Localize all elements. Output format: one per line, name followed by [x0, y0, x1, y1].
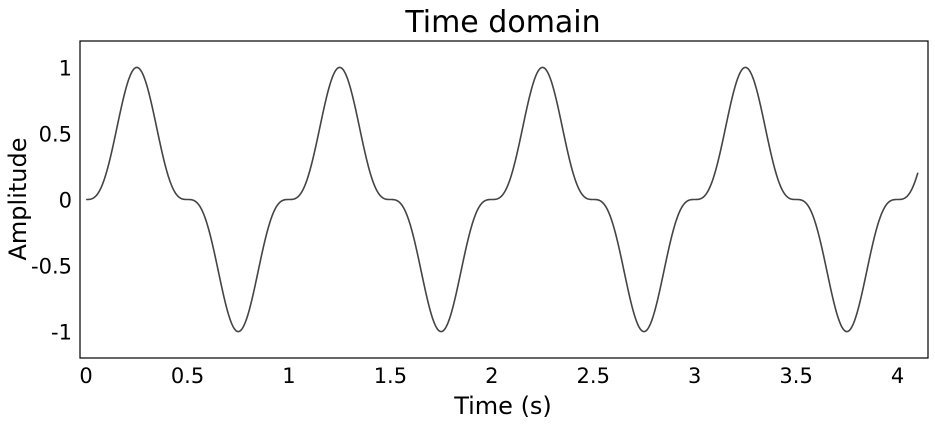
y-axis-label: Amplitude: [4, 138, 32, 261]
x-tick-label: 2: [485, 364, 498, 388]
x-tick-label: 1: [282, 364, 295, 388]
x-tick-label: 3.5: [779, 364, 812, 388]
y-tick-label: -1: [51, 321, 72, 345]
x-tick-label: 1.5: [374, 364, 407, 388]
x-axis-ticks: 0 0.5 1 1.5 2 2.5 3 3.5 4: [79, 364, 904, 388]
x-tick-label: 3: [688, 364, 701, 388]
y-tick-label: -0.5: [31, 255, 72, 279]
x-tick-label: 4: [891, 364, 904, 388]
x-axis-label: Time (s): [453, 392, 552, 420]
chart-title: Time domain: [404, 5, 600, 40]
y-tick-label: 0.5: [39, 122, 72, 146]
x-tick-label: 0.5: [171, 364, 204, 388]
y-axis-ticks: 1 0.5 0 -0.5 -1: [31, 56, 72, 344]
y-tick-label: 0: [59, 189, 72, 213]
plot-area: [79, 40, 929, 359]
series-line-sine-cubed: [85, 66, 919, 333]
x-tick-label: 0: [79, 364, 92, 388]
y-tick-label: 1: [59, 56, 72, 80]
x-tick-label: 2.5: [577, 364, 610, 388]
